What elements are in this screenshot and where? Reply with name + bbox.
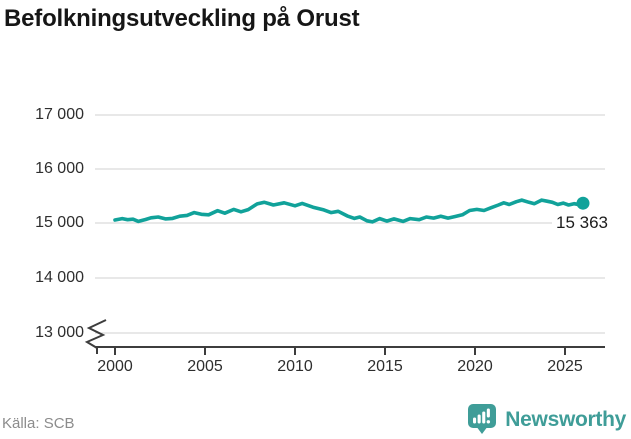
x-tick-label: 2010 (277, 358, 313, 375)
y-tick-label: 16 000 (35, 160, 84, 177)
newsworthy-wordmark: Newsworthy (505, 407, 626, 431)
y-tick-label: 14 000 (35, 269, 84, 286)
x-axis-ticks (114, 347, 566, 355)
x-tick-label: 2020 (457, 358, 493, 375)
source-note: Källa: SCB (2, 415, 75, 432)
x-tick-label: 2025 (547, 358, 583, 375)
x-tick-label: 2015 (367, 358, 403, 375)
population-line (113, 198, 585, 224)
x-tick-label: 2000 (97, 358, 133, 375)
newsworthy-bubble-icon (468, 404, 497, 434)
gridlines (95, 114, 605, 334)
y-tick-label: 15 000 (35, 214, 84, 231)
x-tick-label: 2005 (187, 358, 223, 375)
newsworthy-logo[interactable]: Newsworthy (467, 403, 626, 436)
y-tick-label: 17 000 (35, 106, 84, 123)
last-value-label: 15 363 (556, 213, 608, 232)
chart-title: Befolkningsutveckling på Orust (4, 5, 360, 32)
end-dot (576, 196, 590, 210)
y-tick-label: 13 000 (35, 324, 84, 341)
axis-break-icon (84, 319, 107, 354)
